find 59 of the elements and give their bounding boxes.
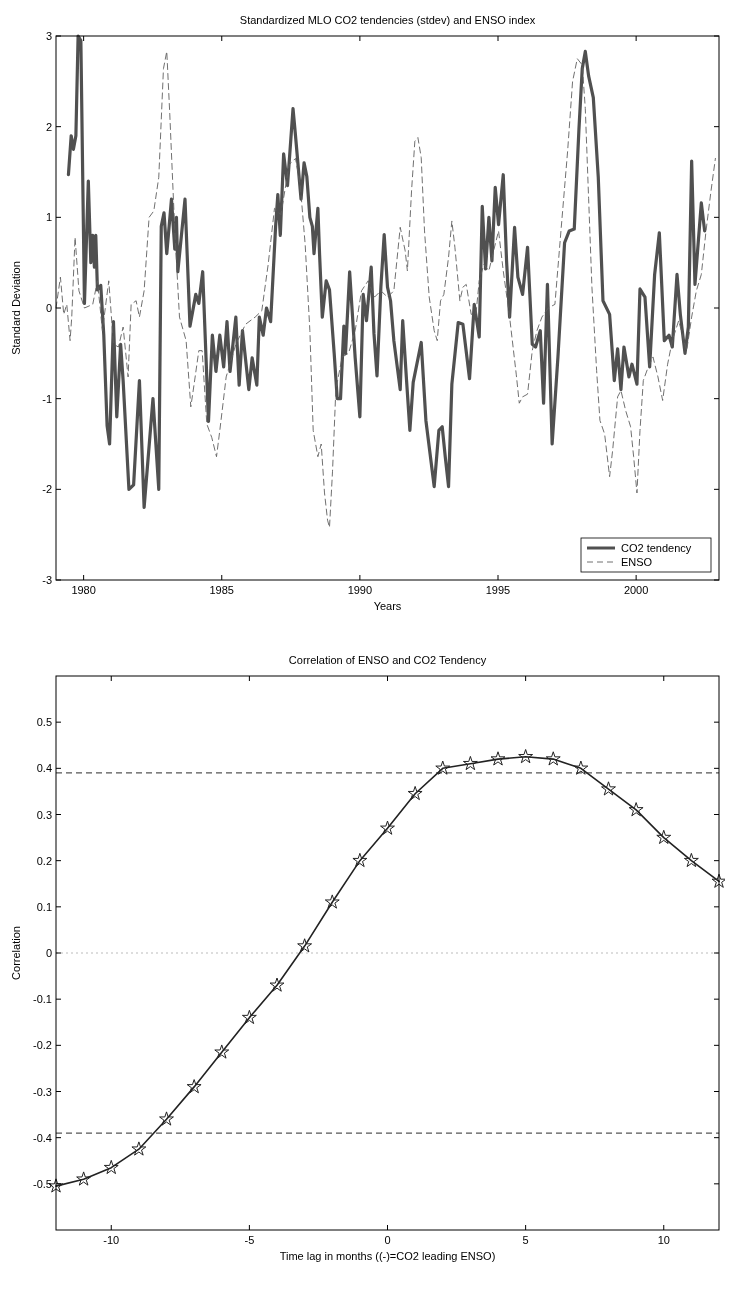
point	[435, 760, 451, 775]
y-tick-label: -1	[42, 392, 52, 405]
y-tick-label: -0.2	[33, 1039, 52, 1052]
x-tick-label: 10	[657, 1234, 670, 1246]
point	[76, 1171, 92, 1186]
x-axis-title: Time lag in months ((-)=CO2 leading ENSO)	[279, 1250, 496, 1262]
point	[407, 785, 423, 801]
point	[214, 1044, 230, 1059]
y-tick-label: 0	[45, 302, 52, 314]
point	[297, 938, 313, 953]
y-tick-label: 0.2	[36, 854, 52, 867]
point	[462, 755, 478, 771]
x-tick-label: 1985	[209, 584, 234, 596]
point	[352, 852, 368, 868]
point	[683, 852, 699, 868]
x-tick-label: 1980	[71, 584, 96, 596]
y-tick-label: 0.4	[36, 762, 52, 775]
point	[131, 1141, 147, 1156]
y-tick-label: 0.1	[36, 900, 52, 913]
point	[269, 977, 285, 992]
y-tick-label: 0.3	[36, 808, 52, 821]
y-tick-label: 3	[45, 30, 52, 42]
point	[380, 820, 395, 835]
y-tick-label: -0.5	[33, 1177, 52, 1190]
y-axis-title: Standard Deviation	[10, 261, 22, 355]
y-tick-label: -2	[42, 483, 52, 496]
point	[103, 1159, 119, 1175]
y-tick-label: -3	[42, 574, 52, 586]
legend-label: ENSO	[621, 556, 653, 568]
y-tick-label: 0.5	[36, 716, 52, 729]
point	[628, 802, 644, 817]
y-tick-label: 1	[45, 211, 52, 224]
chart-title: Standardized MLO CO2 tendencies (stdev) and ENSO index	[239, 14, 536, 26]
point	[573, 760, 589, 775]
point	[490, 751, 506, 766]
y-tick-label: -0.3	[33, 1085, 52, 1098]
y-axis-title: Correlation	[10, 926, 22, 980]
x-tick-label: 0	[384, 1234, 391, 1246]
x-tick-label: 2000	[623, 584, 649, 596]
x-tick-label: 5	[522, 1234, 529, 1246]
y-tick-label: -0.1	[33, 993, 52, 1006]
chart-title: Correlation of ENSO and CO2 Tendency	[288, 654, 487, 666]
point	[601, 781, 616, 796]
legend-label: CO2 tendency	[621, 542, 692, 554]
point	[324, 894, 340, 909]
point	[186, 1079, 202, 1094]
point	[241, 1009, 257, 1025]
y-tick-label: 0	[45, 947, 52, 959]
point	[656, 829, 672, 844]
x-tick-label: -10	[103, 1234, 120, 1246]
point	[518, 748, 534, 764]
x-tick-label: -5	[244, 1234, 255, 1246]
x-tick-label: 1990	[347, 584, 373, 596]
point	[159, 1111, 174, 1126]
x-axis-title: Years	[373, 600, 402, 612]
y-tick-label: -0.4	[33, 1131, 52, 1144]
point	[545, 751, 561, 766]
x-tick-label: 1995	[485, 584, 511, 596]
y-tick-label: 2	[45, 120, 52, 133]
